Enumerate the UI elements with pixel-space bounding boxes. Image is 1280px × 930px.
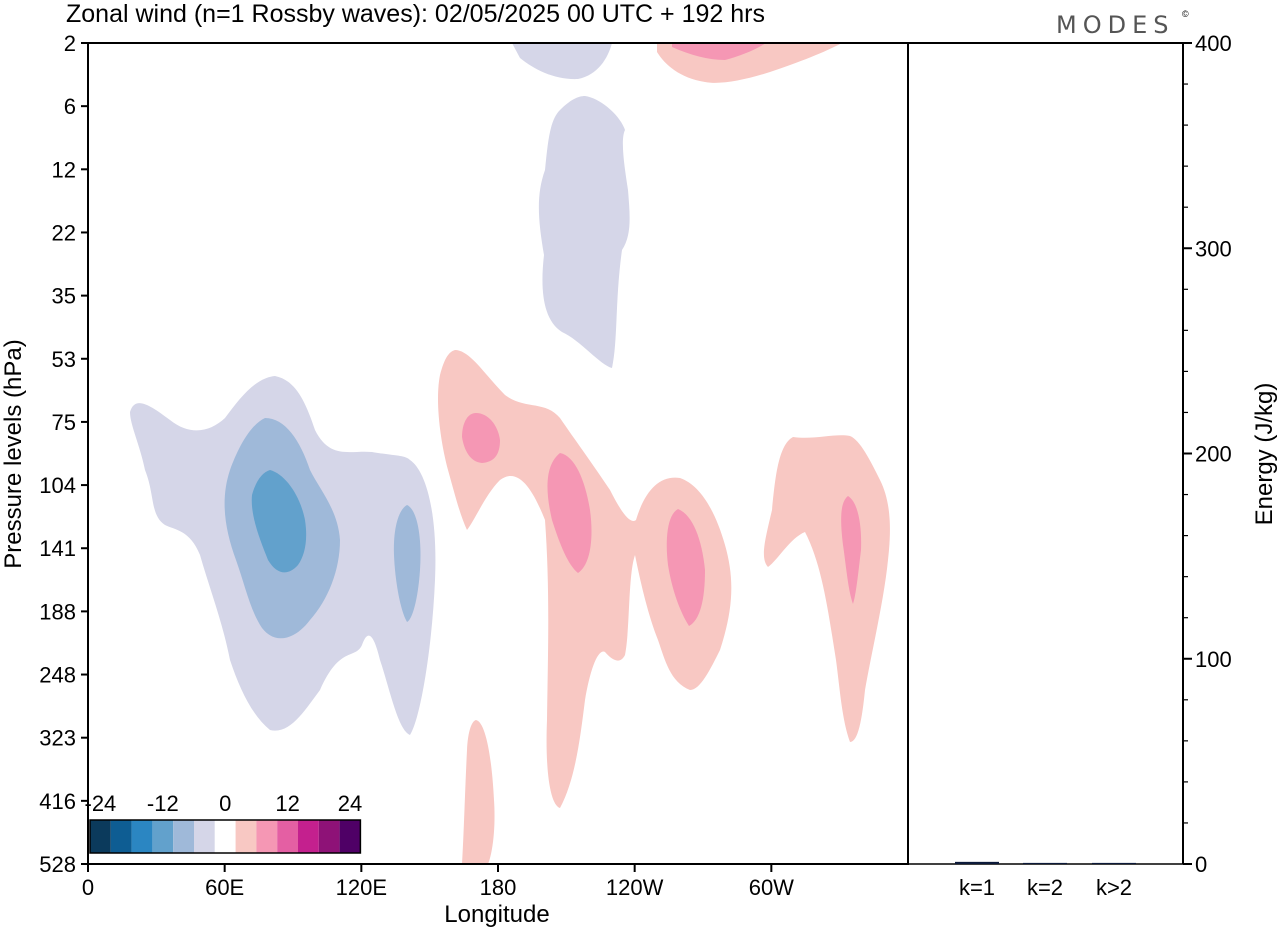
contour-field xyxy=(130,43,890,864)
colorbar-swatch xyxy=(173,820,194,853)
colorbar-swatch xyxy=(152,820,174,853)
colorbar-tick-label: -12 xyxy=(147,791,179,816)
positive-region-core-d xyxy=(841,496,862,604)
energy-tick-label: 300 xyxy=(1195,236,1232,261)
modes-logo: MODES © xyxy=(1056,9,1189,39)
x-axis-label: Longitude xyxy=(444,901,549,928)
x-tick-label: 60E xyxy=(205,875,244,900)
x-tick-label: 120W xyxy=(606,875,664,900)
x-tick-label: 120E xyxy=(336,875,387,900)
logo-text: MODES xyxy=(1056,11,1174,39)
colorbar-frame xyxy=(89,819,362,854)
y-tick-label: 416 xyxy=(39,789,76,814)
positive-region-west xyxy=(763,435,890,742)
logo-copyright-mark: © xyxy=(1182,9,1189,19)
y-tick-label: 53 xyxy=(52,347,76,372)
energy-bar xyxy=(1092,862,1136,864)
positive-region-lower xyxy=(462,720,495,864)
energy-axis-label: Energy (J/kg) xyxy=(1251,383,1278,526)
energy-tick-label: 200 xyxy=(1195,442,1232,467)
positive-region-main xyxy=(437,350,732,808)
y-tick-label: 528 xyxy=(39,852,76,877)
y-tick-label: 248 xyxy=(39,663,76,688)
colorbar-swatch xyxy=(318,820,340,853)
energy-tick-label: 400 xyxy=(1195,31,1232,56)
energy-x-axis: k=1 k=2 k>2 xyxy=(959,875,1132,900)
colorbar-swatch xyxy=(339,820,361,853)
energy-category-label: k>2 xyxy=(1096,875,1132,900)
energy-category-label: k=2 xyxy=(1027,875,1063,900)
colorbar-swatch xyxy=(277,820,298,853)
negative-region-stratosphere xyxy=(538,96,630,368)
energy-tick-label: 100 xyxy=(1195,647,1232,672)
colorbar-swatch xyxy=(235,820,257,853)
energy-category-label: k=1 xyxy=(959,875,995,900)
energy-bar xyxy=(1023,862,1067,864)
positive-region-core-a xyxy=(462,413,500,463)
energy-plot: 0 100 200 300 400 k=1 k=2 k>2 Energy (J/kg) xyxy=(907,31,1278,900)
main-plot: 2 6 12 22 35 53 75 104 141 188 248 323 416 528 0 60E 12… xyxy=(0,31,909,928)
colorbar: -24 -12 0 12 24 xyxy=(85,791,362,854)
chart-title: Zonal wind (n=1 Rossby waves): 02/05/202… xyxy=(66,0,765,28)
x-tick-label: 0 xyxy=(82,875,94,900)
colorbar-swatch xyxy=(110,820,132,853)
energy-bar xyxy=(955,861,999,864)
colorbar-swatch xyxy=(194,820,215,853)
x-tick-label: 180 xyxy=(480,875,517,900)
y-axis-label: Pressure levels (hPa) xyxy=(0,339,27,568)
y-tick-label: 6 xyxy=(64,94,76,119)
y-tick-label: 141 xyxy=(39,536,76,561)
y-tick-label: 188 xyxy=(39,599,76,624)
y-tick-label: 12 xyxy=(52,157,76,182)
y-tick-label: 22 xyxy=(52,220,76,245)
y-tick-label: 2 xyxy=(64,31,76,56)
y-axis: 2 6 12 22 35 53 75 104 141 188 248 323 416 528 xyxy=(39,31,88,877)
x-axis: 0 60E 120E 180 120W 60W xyxy=(82,864,794,900)
colorbar-tick-label: 12 xyxy=(275,791,299,816)
y-tick-label: 104 xyxy=(39,473,76,498)
y-tick-label: 35 xyxy=(52,284,76,309)
y-tick-label: 323 xyxy=(39,726,76,751)
negative-region-innercore xyxy=(251,470,307,573)
colorbar-tick-label: 24 xyxy=(338,791,362,816)
colorbar-swatch xyxy=(90,820,111,853)
energy-y-axis: 0 100 200 300 400 xyxy=(1183,31,1232,877)
colorbar-swatch xyxy=(256,820,278,853)
positive-region-core-c xyxy=(666,509,705,626)
x-tick-label: 60W xyxy=(749,875,794,900)
energy-bars xyxy=(955,861,1136,864)
positive-region-upper-core xyxy=(672,43,766,60)
colorbar-tick-label: 0 xyxy=(219,791,231,816)
y-tick-label: 75 xyxy=(52,410,76,435)
colorbar-swatch xyxy=(214,820,236,853)
colorbar-tick-label: -24 xyxy=(85,791,117,816)
negative-region-pocket xyxy=(393,505,421,622)
colorbar-swatch xyxy=(131,820,153,853)
energy-tick-label: 0 xyxy=(1195,852,1207,877)
colorbar-swatch xyxy=(298,820,319,853)
positive-region-core-b xyxy=(547,453,592,573)
negative-region-upper-cap xyxy=(512,43,612,80)
